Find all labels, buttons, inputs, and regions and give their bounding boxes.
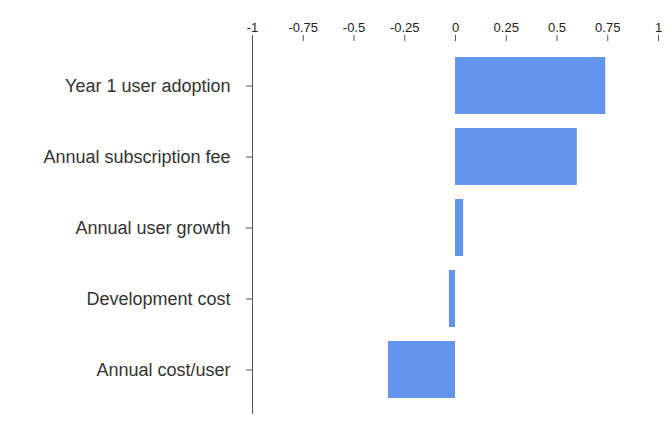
svg-text:0: 0 xyxy=(452,20,459,35)
svg-text:Year 1 user adoption: Year 1 user adoption xyxy=(65,76,230,96)
svg-text:Annual cost/user: Annual cost/user xyxy=(96,360,230,380)
svg-text:0.25: 0.25 xyxy=(494,20,519,35)
svg-text:Annual subscription fee: Annual subscription fee xyxy=(43,147,230,167)
svg-text:0.5: 0.5 xyxy=(548,20,566,35)
svg-text:0.75: 0.75 xyxy=(595,20,620,35)
svg-text:1: 1 xyxy=(655,20,662,35)
svg-text:-0.75: -0.75 xyxy=(288,20,318,35)
svg-text:Development cost: Development cost xyxy=(86,289,230,309)
svg-text:-0.5: -0.5 xyxy=(343,20,365,35)
svg-text:Annual user growth: Annual user growth xyxy=(75,218,230,238)
svg-text:-1: -1 xyxy=(247,20,259,35)
svg-text:-0.25: -0.25 xyxy=(390,20,420,35)
